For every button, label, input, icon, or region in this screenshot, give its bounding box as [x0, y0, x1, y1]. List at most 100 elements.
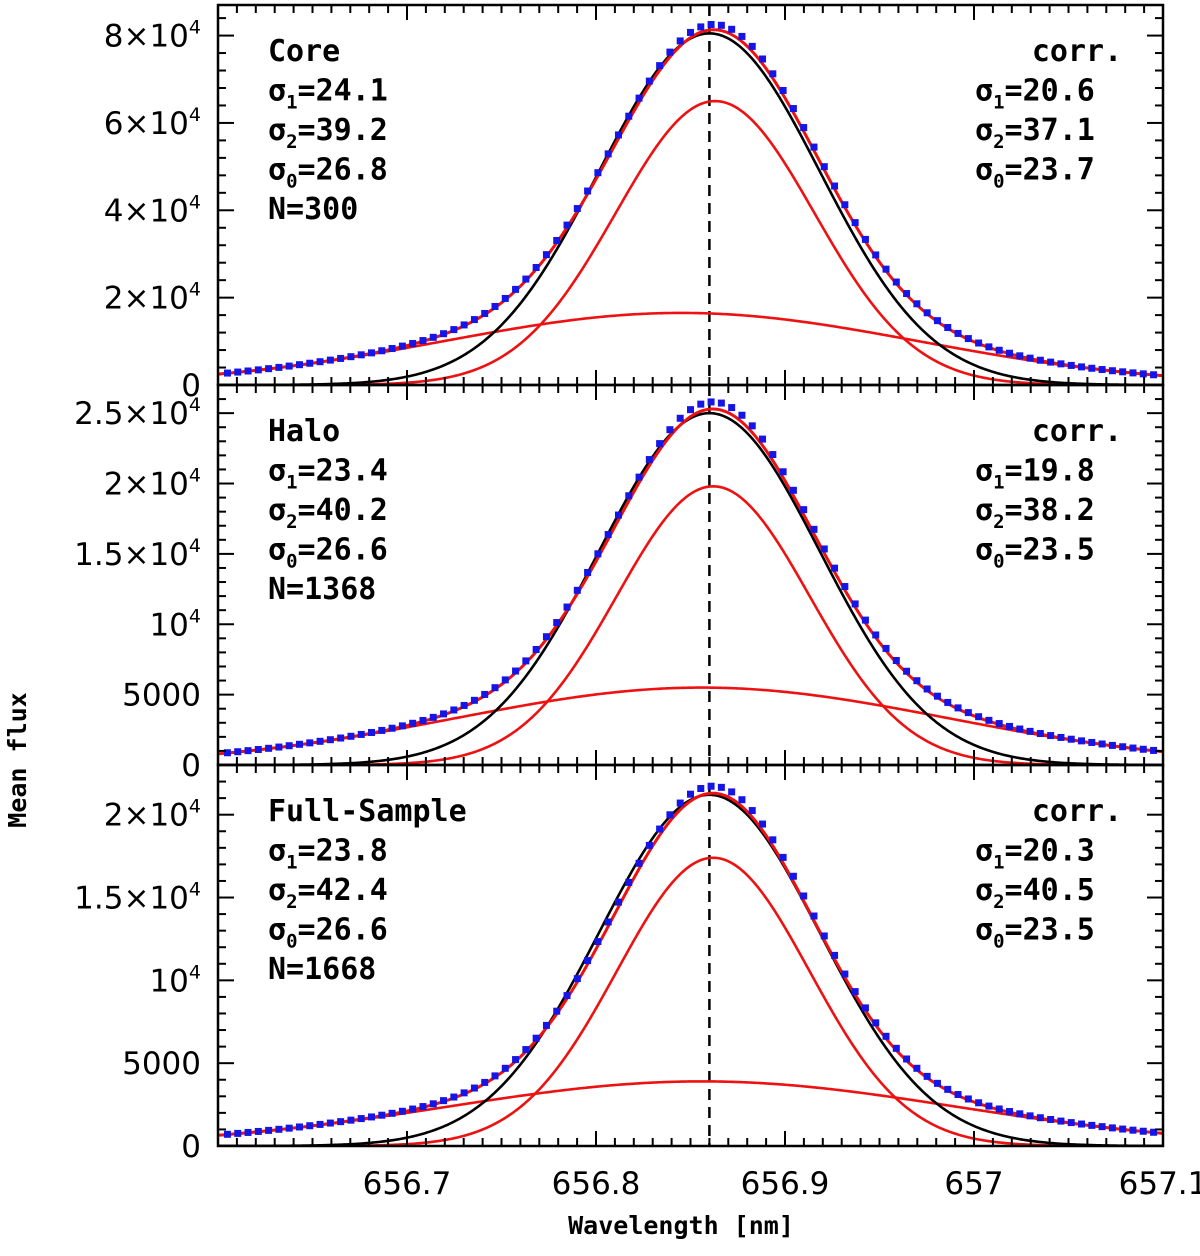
data-point: [851, 988, 859, 996]
data-point: [265, 365, 273, 373]
data-point: [532, 645, 540, 653]
data-point: [697, 400, 705, 408]
data-point: [892, 278, 900, 286]
data-point: [470, 1084, 478, 1092]
sigma-2-value: σ2=39.2: [268, 113, 388, 153]
data-point: [450, 1093, 458, 1101]
data-point: [1005, 349, 1013, 357]
data-point: [1047, 1115, 1055, 1123]
data-point: [285, 362, 293, 370]
data-point: [460, 701, 468, 709]
data-point: [295, 740, 303, 748]
data-point: [687, 28, 694, 36]
data-point: [831, 564, 839, 572]
data-point: [964, 1095, 972, 1103]
y-tick-label: 0: [181, 1129, 201, 1165]
data-point: [491, 1072, 499, 1080]
data-point: [985, 716, 993, 724]
data-point: [1047, 358, 1055, 366]
panel-label: Halo: [268, 414, 340, 449]
data-point: [975, 339, 983, 347]
data-point: [923, 1072, 931, 1080]
data-point: [1078, 1120, 1086, 1128]
data-point: [923, 309, 931, 317]
data-point: [234, 368, 242, 376]
data-point: [398, 722, 406, 730]
data-point: [1108, 367, 1116, 375]
data-point: [687, 790, 694, 798]
data-point: [491, 302, 499, 310]
corr-sigma-1-value: σ1=19.8: [975, 454, 1095, 494]
data-point: [707, 20, 715, 28]
data-point: [1150, 1128, 1158, 1136]
data-point: [820, 545, 828, 553]
data-point: [1098, 1123, 1106, 1131]
data-point: [676, 37, 684, 45]
data-point: [645, 841, 653, 849]
data-point: [316, 737, 324, 745]
data-point: [995, 346, 1003, 354]
data-point: [800, 124, 808, 132]
data-point: [728, 25, 736, 33]
data-point: [614, 131, 622, 139]
data-point: [573, 586, 581, 594]
data-point: [1036, 356, 1044, 364]
corr-sigma-1-value: σ1=20.6: [975, 74, 1095, 114]
data-point: [604, 918, 612, 926]
data-point: [779, 468, 787, 476]
data-point: [440, 710, 448, 718]
panel-label: Core: [268, 34, 340, 69]
data-point: [656, 440, 664, 448]
y-tick-label: 5000: [122, 1046, 201, 1082]
data-point: [244, 367, 252, 375]
data-point: [676, 799, 684, 807]
data-point: [512, 1056, 520, 1064]
data-point: [532, 264, 540, 272]
data-point: [676, 414, 684, 422]
data-point: [419, 716, 427, 724]
data-point: [625, 112, 633, 120]
data-point: [563, 603, 571, 611]
data-point: [553, 1007, 561, 1015]
total-fit-curve: [218, 28, 1163, 378]
data-point: [831, 951, 839, 959]
broad-component-curve: [218, 1080, 1163, 1137]
data-point: [635, 859, 643, 867]
data-point: [789, 872, 797, 880]
data-point: [501, 294, 509, 302]
data-point: [892, 1044, 900, 1052]
data-point: [944, 698, 952, 706]
data-point: [861, 616, 869, 624]
data-point: [563, 992, 571, 1000]
data-point: [707, 782, 715, 790]
data-point: [398, 1107, 406, 1115]
data-point: [975, 1099, 983, 1107]
data-point: [254, 746, 262, 754]
data-point: [1067, 1119, 1075, 1127]
y-tick-label: 0: [181, 748, 201, 784]
broad-component-curve: [218, 311, 1163, 377]
data-point: [326, 736, 334, 744]
data-point: [666, 811, 674, 819]
data-point: [522, 657, 530, 665]
corr-sigma-0-value: σ0=23.7: [975, 153, 1095, 193]
data-point: [512, 667, 520, 675]
data-point: [995, 720, 1003, 728]
data-point: [820, 163, 828, 171]
data-point: [306, 359, 314, 367]
data-point: [779, 86, 787, 94]
data-point: [223, 749, 231, 757]
data-point: [1150, 371, 1158, 379]
data-point: [491, 684, 499, 692]
data-point: [851, 219, 859, 227]
data-point: [1067, 735, 1075, 743]
data-point: [450, 706, 458, 714]
data-point: [913, 677, 921, 685]
data-point: [820, 932, 828, 940]
data-point: [347, 353, 355, 361]
data-point: [254, 1127, 262, 1135]
y-tick-label: 4×104: [104, 191, 201, 229]
data-point: [810, 143, 818, 151]
data-point: [244, 1128, 252, 1136]
corr-sigma-2-value: σ2=40.5: [975, 873, 1095, 913]
